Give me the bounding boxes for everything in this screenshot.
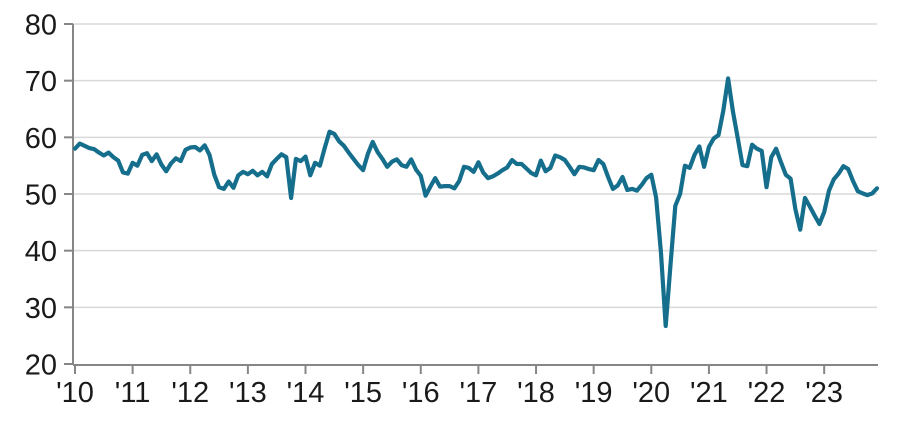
y-tick-label: 20 [25,350,57,382]
series-group [72,76,880,329]
x-tick-label: '17 [460,377,498,409]
x-tick-label: '20 [632,377,670,409]
y-tick-label: 30 [25,293,57,325]
x-tick-label: '19 [575,377,613,409]
x-tick-label: '16 [402,377,440,409]
x-tick-label: '10 [56,377,94,409]
x-axis-ticks [74,365,826,374]
x-tick-label: '23 [805,377,843,409]
y-tick-label: 80 [25,10,57,42]
x-tick-label: '15 [344,377,382,409]
x-tick-label: '21 [690,377,728,409]
y-axis-ticks [64,23,73,365]
x-tick-label: '18 [517,377,555,409]
pmi-series-line [72,76,880,329]
y-tick-label: 70 [25,66,57,98]
x-tick-label: '12 [171,377,209,409]
x-tick-label: '14 [287,377,325,409]
gridlines [73,23,877,309]
y-tick-label: 50 [25,180,57,212]
y-tick-label: 60 [25,123,57,155]
y-tick-label: 40 [25,236,57,268]
x-axis-labels: '10 '11 '12 '13 '14 '15 '16 '17 '18 '19 '20 '21 '22 '… [56,377,843,409]
y-axis-labels: 20 30 40 50 60 70 80 [25,10,57,382]
x-tick-label: '11 [115,377,151,409]
x-tick-label: '13 [229,377,267,409]
x-tick-label: '22 [748,377,786,409]
